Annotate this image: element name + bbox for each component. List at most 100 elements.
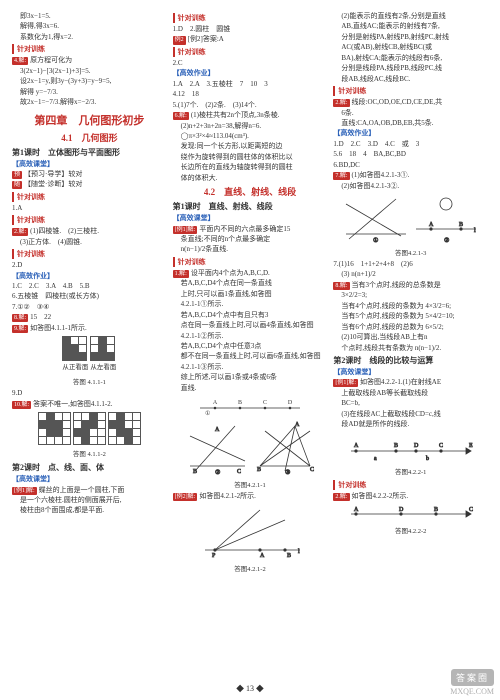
text: 10.解:答案不唯一,如答图4.1.1-2. <box>12 400 167 409</box>
text: AC(或AB),射线CB,射线BC(或 <box>333 43 488 52</box>
box-heading: 【高效课堂】 <box>12 160 167 169</box>
svg-text:C: C <box>469 507 473 513</box>
section-title: 4.2 直线、射线、线段 <box>173 185 328 198</box>
text: 若A,B,C,D4个点在同一条直线 <box>173 279 328 288</box>
text: (1)棱柱共有2n个顶点,3n条棱. <box>191 111 280 119</box>
svg-text:A: A <box>429 222 434 228</box>
svg-text:P: P <box>212 553 216 559</box>
svg-text:B: B <box>394 443 398 449</box>
heading-practice: 针对训练 <box>173 257 328 267</box>
text: 答案不唯一,如答图4.1.1-2. <box>33 400 112 408</box>
text: 3(2x−1)−[3(2x−1)+3]=5. <box>12 67 167 76</box>
heading-practice: 针对训练 <box>333 86 488 96</box>
text: 如答图4.2.1-2所示. <box>199 492 256 500</box>
text: AB,直线AC;能表示的射线有7条, <box>333 22 488 31</box>
text: 长边所在的直线为轴旋转得到的圆柱 <box>173 163 328 172</box>
text: 4.解:原方程可化为 <box>12 56 167 65</box>
text: 如答图4.2.2-2所示. <box>352 492 409 500</box>
text: 当有6个点时,线段的总数为 6×5/2; <box>333 323 488 332</box>
text: (2)能表示的直线有2条,分别是直线 <box>333 12 488 21</box>
box-heading: 【高效作业】 <box>12 272 167 281</box>
text: 随【随堂·诊断】较对 <box>12 180 167 189</box>
svg-text:A: A <box>215 427 220 433</box>
label-badge: 随 <box>12 181 22 189</box>
heading-practice: 针对训练 <box>173 47 328 57</box>
svg-text:A: A <box>354 507 359 513</box>
lesson-title: 第2课时 点、线、面、体 <box>12 462 167 473</box>
text: 【随堂·诊断】较对 <box>24 180 82 188</box>
text: 4.2.1-1①所示. <box>173 300 328 309</box>
text: 4.2.1-1③所示. <box>173 363 328 372</box>
text: 当有3个点时,线段的总条数是 <box>352 281 441 289</box>
label-badge: [例1]解: <box>333 379 358 387</box>
label-badge: [例1]解: <box>173 226 198 234</box>
text: [例2]答案:A <box>188 35 224 43</box>
text: 9.解:如答图4.1.1-1所示. <box>12 324 167 333</box>
column-3: (2)能表示的直线有2条,分别是直线 AB,直线AC;能表示的射线有7条, 分别… <box>333 12 488 638</box>
text: 蝶丝的上面是一个圆柱,下面 <box>39 486 125 494</box>
label-badge: 6.解: <box>173 112 189 120</box>
svg-text:b: b <box>426 456 429 462</box>
figure-intersecting-lines: ① A B l ② <box>333 194 488 244</box>
text: 若A,B,C,D4个点中任意3点 <box>173 342 328 351</box>
text: 是一个六棱柱.圆柱的侧面展开后, <box>12 496 167 505</box>
text: 1.D 2.C 3.D 4.C 或 3 <box>333 140 488 149</box>
text: 体的体积大. <box>173 174 328 183</box>
text: 解得 y=−7/3. <box>12 88 167 97</box>
text: 5.(1)7个. (2)2条. (3)14个. <box>173 101 328 110</box>
page-footer: ◆ 13 ◆ <box>0 683 500 694</box>
text: 综上所述,可以画1条或4条或6条 <box>173 373 328 382</box>
text: 上时,只可以画1条直线,如答图 <box>173 290 328 299</box>
text: 直线:CA,OA,OB,DB,EB,共5条. <box>333 119 488 128</box>
label-badge: 10.解: <box>12 401 31 409</box>
svg-text:B: B <box>193 469 197 475</box>
text: 棱柱由8个面围成,都是平面. <box>12 506 167 515</box>
text: (1)如答图4.2.1-3①. <box>352 171 410 179</box>
figure-caption: 答图 4.1.1-1 <box>12 376 167 386</box>
text: 如答图4.2.2-1.(1)在射线AE <box>360 378 441 386</box>
text: 点在同一条直线上时,可以画4条直线,如答图 <box>173 321 328 330</box>
text: 7.(1)16 1+1+2+4+8 (2)6 <box>333 260 488 269</box>
lesson-title: 第1课时 直线、射线、线段 <box>173 201 328 212</box>
label-badge: [例1]解: <box>12 487 37 495</box>
svg-text:C: C <box>310 467 314 473</box>
text: (3)在线段AC上截取线段CD=c,线 <box>333 410 488 419</box>
section-title: 4.1 几何图形 <box>12 131 167 144</box>
text: (1)四棱锥. (2)三棱柱. <box>30 227 99 235</box>
text: 段AB,线段AC,线段BC. <box>333 75 488 84</box>
text: 故2x−1=−7/3.解得x=−2/3. <box>12 98 167 107</box>
column-2: 针对训练 1.D 2.圆柱 圆锥 例2[例2]答案:A 针对训练 2.C 【高效… <box>173 12 328 638</box>
figure-caption: 答图4.2.1-1 <box>173 479 328 489</box>
text: 4.2.1-1②所示. <box>173 332 328 341</box>
svg-text:C: C <box>439 443 443 449</box>
label-badge: 2.解: <box>333 99 349 107</box>
page-columns: 即3x−1=5. 解得,得3x=6. 系数化为1,得x=2. 针对训练 4.解:… <box>0 0 500 660</box>
label-badge: 9.解: <box>12 325 28 333</box>
text: 解得,得3x=6. <box>12 22 167 31</box>
text: 直线. <box>173 384 328 393</box>
svg-text:a: a <box>374 456 377 462</box>
figure-caption: 从左看面 <box>90 361 116 371</box>
text: 6条. <box>333 109 488 118</box>
text: ◯π×3²×4≈113.04(cm³). <box>173 132 328 141</box>
watermark: 答案圈 MXQE.COM <box>450 669 494 696</box>
figure-caption: 答图4.2.2-2 <box>333 525 488 535</box>
text: 【预习·导学】较对 <box>24 170 82 178</box>
text: (3) n(n+1)/2 <box>333 270 488 279</box>
svg-text:C: C <box>237 469 241 475</box>
text: 设2x−1=y,则3y−(3y+3)=y−9=5, <box>12 77 167 86</box>
text: [例1]解:平面内不同的六点最多确定15 <box>173 225 328 234</box>
svg-text:B: B <box>459 222 463 228</box>
label-badge: 2.解: <box>333 493 349 501</box>
svg-text:①: ① <box>373 237 378 244</box>
text: 都不在同一条直线上时,可以画6条直线,如答图 <box>173 352 328 361</box>
label-badge: 4.解: <box>12 57 28 65</box>
text: 7.①② ③④ <box>12 303 167 312</box>
text: 设平面内4个点为A,B,C,D. <box>191 269 270 277</box>
heading-practice: 针对训练 <box>12 192 167 202</box>
text: 例2[例2]答案:A <box>173 35 328 44</box>
text: [例1]解:如答图4.2.2-1.(1)在射线AE <box>333 378 488 387</box>
box-heading: 【高效课堂】 <box>12 475 167 484</box>
text: 15 22 <box>30 313 51 321</box>
svg-text:A: A <box>354 443 359 449</box>
